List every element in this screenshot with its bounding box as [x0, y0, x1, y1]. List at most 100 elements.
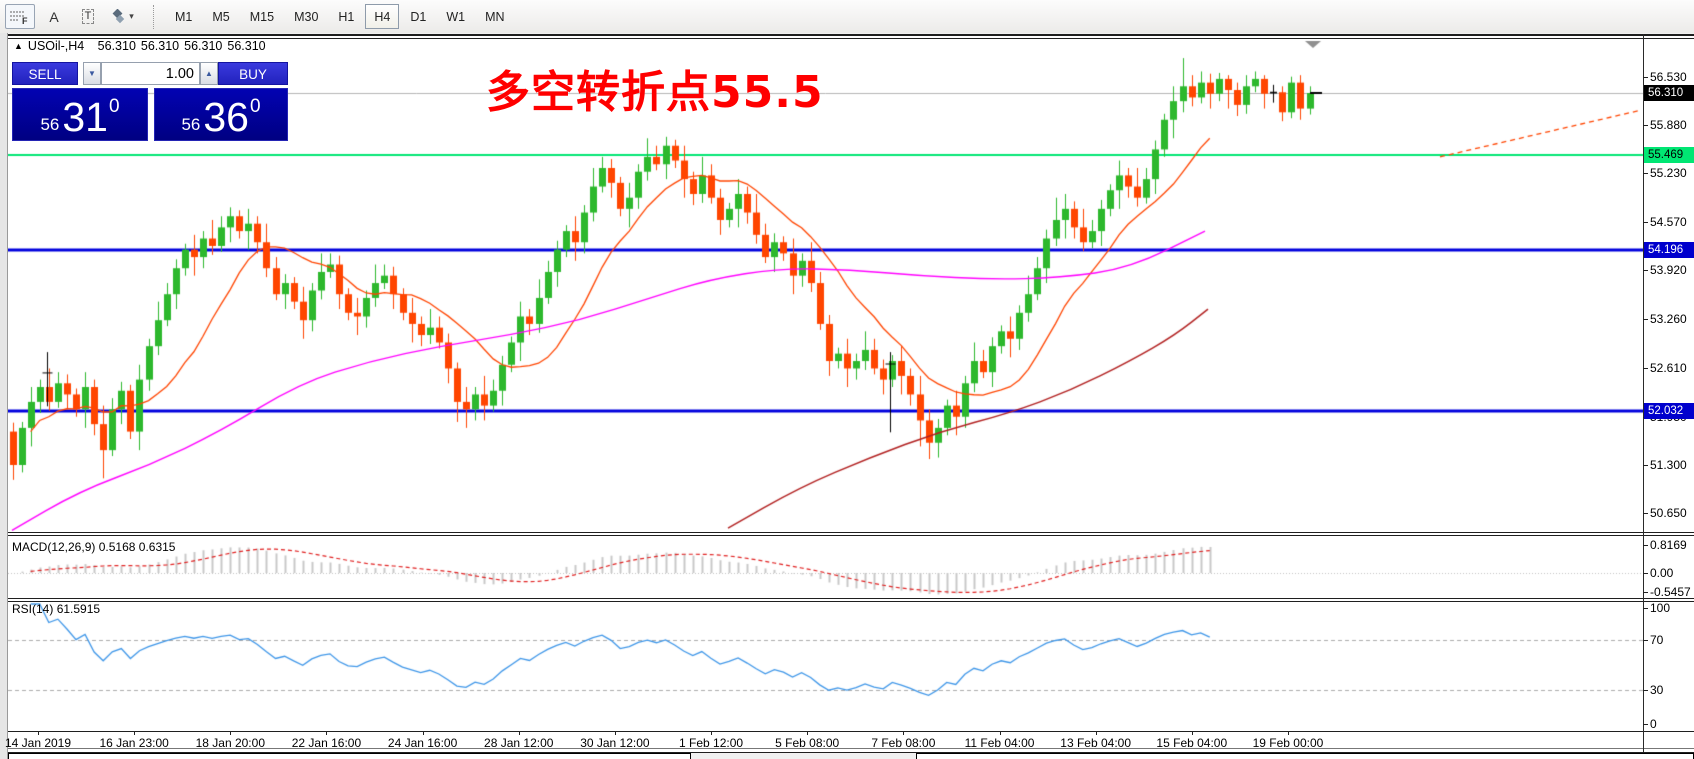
timeframe-M15[interactable]: M15: [249, 10, 275, 24]
shapes-icon: [112, 9, 125, 24]
price-badge-55.469: 55.469: [1644, 147, 1694, 164]
axis-tick: [1643, 173, 1648, 174]
time-label: 19 Feb 00:00: [1252, 736, 1324, 750]
axis-tick: [1643, 368, 1648, 369]
high-value: 56.310: [140, 39, 180, 53]
timeframe-M5[interactable]: M5: [212, 10, 230, 24]
macd-axis-label: 0.8169: [1650, 537, 1687, 552]
rsi-label: RSI(14) 61.5915: [12, 602, 101, 616]
chart-header: ▲ USOil-,H4 56.310 56.310 56.310 56.310: [14, 39, 271, 53]
axis-tick: [1643, 270, 1648, 271]
buy-price-sup: 0: [249, 96, 261, 117]
price-tick-label: 56.530: [1650, 69, 1687, 84]
svg-text:F: F: [22, 16, 28, 25]
scrollbar-top-line: [8, 752, 1694, 753]
axis-tick: [1643, 545, 1648, 546]
time-tick: [326, 731, 328, 735]
macd-rsi-splitter[interactable]: [8, 598, 1694, 599]
sell-price-display[interactable]: 56 31 0: [12, 88, 148, 141]
chart-top-border: [8, 34, 1694, 36]
time-tick: [614, 731, 616, 735]
timeframe-toolbar: M1 M5 M15 M30 H1 H4 D1 W1 MN: [165, 4, 515, 29]
axis-tick: [1643, 573, 1648, 574]
time-label: 18 Jan 20:00: [195, 736, 265, 750]
rsi-axis-label: 30: [1650, 683, 1664, 697]
timescale-bottom-line: [8, 748, 1694, 749]
text-box-icon: T: [81, 9, 95, 24]
buy-price-display[interactable]: 56 36 0: [154, 88, 288, 141]
macd-rsi-splitter-inner[interactable]: [8, 601, 1694, 602]
time-label: 1 Feb 12:00: [679, 736, 744, 750]
axis-tick: [1643, 465, 1648, 466]
price-badge-56.310: 56.310: [1644, 85, 1694, 101]
left-gutter: [0, 33, 8, 759]
time-label: 15 Feb 04:00: [1156, 736, 1228, 750]
rsi-axis-label: 70: [1650, 633, 1664, 647]
time-tick: [711, 731, 713, 735]
axis-tick: [1643, 640, 1648, 641]
axis-tick: [1643, 125, 1648, 126]
rsi-axis-label: 0: [1650, 717, 1657, 731]
time-label: 24 Jan 16:00: [387, 736, 458, 750]
timeframe-D1[interactable]: D1: [410, 10, 427, 24]
low-value: 56.310: [184, 39, 223, 53]
price-tick-label: 55.230: [1650, 166, 1687, 181]
time-tick: [38, 731, 39, 735]
volume-increase-button[interactable]: ▲: [200, 62, 218, 85]
buy-price-main: 36: [203, 94, 249, 141]
price-tick-label: 51.300: [1650, 457, 1687, 472]
time-tick: [1287, 731, 1289, 735]
shapes-tool-button[interactable]: ▾: [107, 4, 137, 29]
chart-canvas[interactable]: [8, 34, 1643, 752]
price-tick-label: 53.920: [1650, 263, 1687, 278]
price-tick-label: 50.650: [1650, 506, 1687, 521]
collapse-arrow-icon[interactable]: ▲: [14, 41, 23, 51]
main-macd-splitter[interactable]: [8, 532, 1694, 533]
time-label: 28 Jan 12:00: [484, 736, 554, 750]
arrow-down-icon: ▼: [88, 69, 96, 78]
time-tick: [999, 731, 1001, 735]
sell-button[interactable]: SELL: [12, 62, 78, 85]
axis-tick: [1643, 222, 1648, 223]
time-label: 11 Feb 04:00: [964, 736, 1035, 750]
timeframe-W1[interactable]: W1: [446, 10, 466, 24]
main-macd-splitter-inner[interactable]: [8, 535, 1694, 536]
chart-top-border-inner: [8, 38, 1694, 39]
time-tick: [230, 731, 232, 735]
time-label: 22 Jan 16:00: [291, 736, 362, 750]
time-tick: [903, 731, 905, 735]
price-badge-52.032: 52.032: [1644, 402, 1694, 419]
scrollbar-track[interactable]: [916, 753, 1694, 759]
scrollbar-thumb[interactable]: [8, 753, 691, 759]
time-label: 16 Jan 23:00: [99, 736, 169, 750]
timeframe-H1[interactable]: H1: [338, 10, 355, 24]
volume-decrease-button[interactable]: ▼: [83, 62, 101, 85]
time-tick: [1095, 731, 1097, 735]
open-value: 56.310: [97, 39, 136, 53]
macd-axis-label: 0.00: [1650, 566, 1674, 580]
axis-tick: [1643, 690, 1648, 691]
sell-price-main: 31: [62, 94, 108, 141]
arrow-up-icon: ▲: [205, 69, 213, 78]
sell-price-int: 56: [40, 115, 60, 134]
symbol-label: USOil-,H4: [27, 39, 85, 53]
price-tick-label: 54.570: [1650, 215, 1687, 230]
rsi-bottom-border: [8, 731, 1694, 732]
text-box-tool-button[interactable]: T: [73, 4, 103, 29]
buy-price-int: 56: [181, 115, 201, 134]
timeframe-MN[interactable]: MN: [485, 10, 505, 24]
time-label: 7 Feb 08:00: [871, 736, 936, 750]
text-label-tool-button[interactable]: A: [39, 4, 69, 29]
sell-price-sup: 0: [108, 96, 120, 117]
price-tick-label: 55.880: [1650, 117, 1687, 132]
timeframe-H4[interactable]: H4: [365, 4, 400, 29]
timeframe-M30[interactable]: M30: [294, 10, 319, 24]
timeframe-M1[interactable]: M1: [175, 10, 193, 24]
price-tick-label: 52.610: [1650, 360, 1687, 375]
volume-input[interactable]: [101, 62, 200, 85]
time-label: 13 Feb 04:00: [1060, 736, 1132, 750]
one-click-trading-button[interactable]: F: [5, 4, 35, 29]
buy-button[interactable]: BUY: [218, 62, 288, 85]
time-tick: [134, 731, 136, 735]
